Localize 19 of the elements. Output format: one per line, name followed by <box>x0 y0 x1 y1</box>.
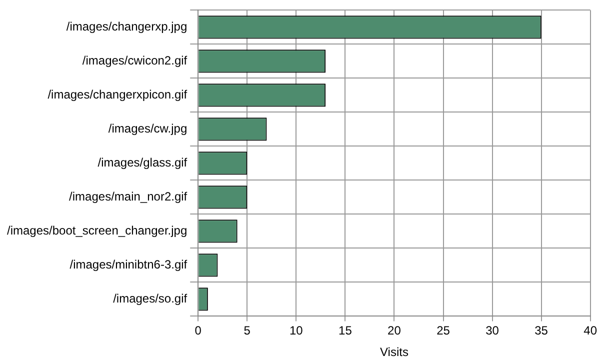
y-tick-label: /images/boot_screen_changer.jpg <box>7 224 188 238</box>
y-tick-label: /images/minibtn6-3.gif <box>70 258 188 272</box>
x-axis-title: Visits <box>380 345 408 360</box>
y-tick-label: /images/changerxp.jpg <box>66 20 188 34</box>
x-tick-label: 0 <box>194 324 202 338</box>
x-tick-label: 15 <box>338 324 352 338</box>
y-tick-label: /images/glass.gif <box>98 156 188 170</box>
x-tick-label: 35 <box>534 324 548 338</box>
y-tick-label: /images/so.gif <box>113 292 188 306</box>
x-tick-label: 40 <box>584 324 598 338</box>
x-tick-label: 25 <box>436 324 450 338</box>
y-tick-label: /images/changerxpicon.gif <box>48 88 188 102</box>
y-tick-label: /images/cw.jpg <box>108 122 188 136</box>
x-tick-label: 5 <box>244 324 251 338</box>
x-tick-label: 20 <box>388 324 402 338</box>
x-tick-label: 10 <box>289 324 304 338</box>
y-tick-label: /images/cwicon2.gif <box>82 54 188 68</box>
x-tick-label: 30 <box>486 324 500 338</box>
y-tick-label: /images/main_nor2.gif <box>69 190 188 204</box>
